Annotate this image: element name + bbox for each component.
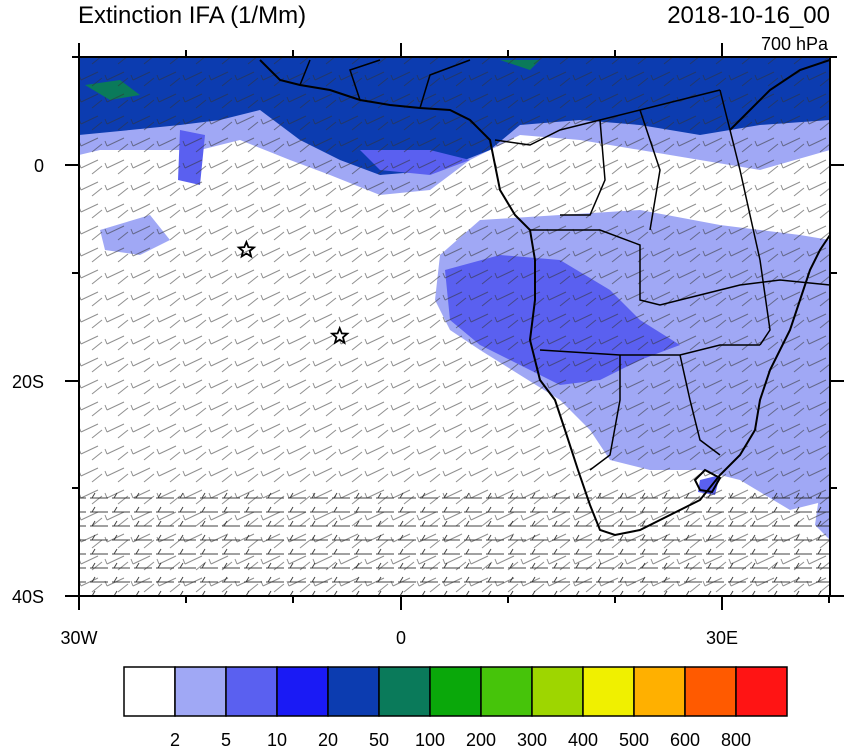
station-star-marker [329,325,350,345]
colorbar-swatch [378,666,431,717]
colorbar-label: 500 [619,730,649,750]
colorbar [123,666,788,717]
colorbar-labels: 2 5 10 20 50 100 200 300 400 500 600 800 [170,730,751,750]
axis-ticks [65,43,844,610]
colorbar-swatch [327,666,380,717]
map-frame [78,56,831,597]
colorbar-swatch [735,666,788,717]
colorbar-label: 50 [369,730,389,750]
y-tick-label: 0 [34,156,44,176]
colorbar-label: 100 [415,730,445,750]
colorbar-swatch [633,666,686,717]
x-tick-label: 30E [706,628,738,648]
colorbar-swatch [582,666,635,717]
colorbar-swatch [429,666,482,717]
colorbar-swatch [174,666,227,717]
station-markers [236,239,350,345]
country-borders [299,59,830,471]
colorbar-label: 20 [318,730,338,750]
wind-barbs-south [79,490,830,596]
map-date: 2018-10-16_00 [667,2,830,29]
colorbar-swatch [480,666,533,717]
x-tick-label: 0 [396,628,406,648]
pressure-level: 700 hPa [760,34,828,54]
colorbar-swatch [225,666,278,717]
station-star-marker [236,239,257,259]
colorbar-label: 600 [670,730,700,750]
colorbar-label: 10 [267,730,287,750]
y-tick-label: 40S [12,587,44,607]
x-tick-label: 30W [60,628,97,648]
colorbar-label: 200 [466,730,496,750]
map-title: Extinction IFA (1/Mm) [78,2,307,29]
colorbar-label: 300 [517,730,547,750]
colorbar-label: 2 [170,730,180,750]
colorbar-label: 5 [221,730,231,750]
colorbar-swatch [276,666,329,717]
map-area [79,57,830,596]
y-tick-label: 20S [12,372,44,392]
colorbar-swatch [123,666,176,717]
colorbar-swatch [684,666,737,717]
colorbar-label: 800 [721,730,751,750]
colorbar-label: 400 [568,730,598,750]
colorbar-swatch [531,666,584,717]
